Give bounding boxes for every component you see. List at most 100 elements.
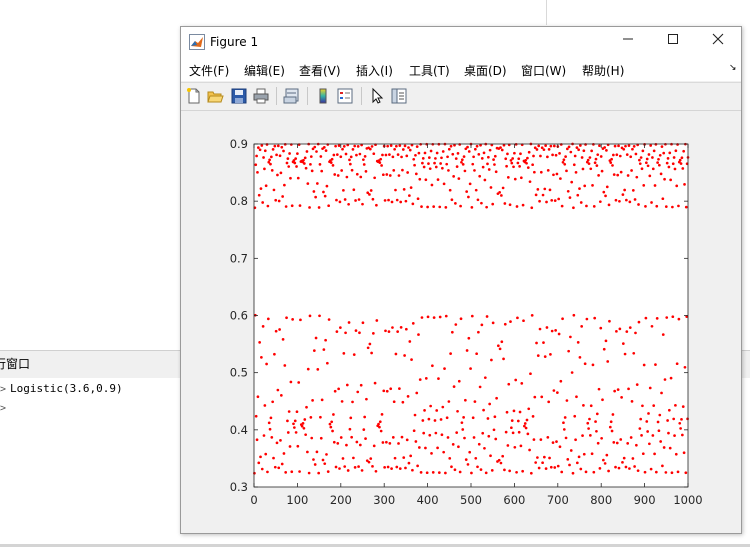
data-point: [483, 178, 487, 182]
data-point: [494, 437, 498, 441]
data-point: [644, 205, 647, 208]
menu-desktop[interactable]: 桌面(D): [464, 64, 507, 78]
data-point: [633, 465, 636, 468]
data-point: [385, 173, 389, 176]
data-point: [493, 163, 496, 166]
data-point: [660, 145, 664, 148]
data-point: [593, 316, 597, 320]
data-point: [422, 165, 426, 169]
data-point: [487, 434, 491, 438]
data-point: [394, 188, 397, 192]
data-point: [549, 144, 553, 148]
edit-plot-arrow-icon[interactable]: [368, 87, 386, 105]
data-point: [501, 186, 505, 190]
menu-tools[interactable]: 工具(T): [409, 64, 450, 78]
new-figure-icon[interactable]: [185, 87, 203, 105]
data-point: [286, 419, 289, 423]
y-tick-label: 0.3: [230, 480, 248, 494]
data-point: [270, 168, 274, 172]
menu-file[interactable]: 文件(F): [189, 64, 230, 78]
data-point: [464, 147, 468, 151]
data-point: [457, 379, 461, 383]
legend-icon[interactable]: [336, 87, 354, 105]
data-point: [322, 348, 326, 351]
menu-view[interactable]: 查看(V): [299, 64, 341, 78]
minimize-button[interactable]: [605, 27, 651, 57]
data-point: [347, 321, 351, 324]
link-plot-icon[interactable]: [283, 87, 301, 105]
title-bar[interactable]: Figure 1: [181, 27, 741, 57]
data-point: [304, 166, 308, 170]
data-point: [327, 204, 330, 208]
maximize-button[interactable]: [650, 27, 696, 57]
data-point: [311, 147, 315, 151]
print-icon[interactable]: [252, 87, 270, 105]
data-point: [672, 156, 676, 159]
data-point: [314, 195, 317, 199]
data-point: [684, 471, 688, 475]
data-point: [319, 415, 322, 419]
data-point: [561, 317, 564, 321]
data-point: [396, 330, 399, 333]
save-icon[interactable]: [230, 87, 248, 105]
data-point: [412, 157, 416, 161]
data-point: [330, 420, 334, 424]
data-point: [600, 169, 604, 173]
close-button[interactable]: [695, 27, 741, 57]
data-point: [666, 157, 670, 160]
property-inspector-icon[interactable]: [390, 87, 408, 105]
open-file-icon[interactable]: [206, 87, 224, 105]
figure-window[interactable]: Figure 1 文件(F) 编辑(E) 查看(V) 插入(I) 工具(T) 桌…: [180, 26, 742, 534]
data-point: [498, 347, 502, 351]
data-point: [641, 452, 645, 456]
data-point: [272, 456, 275, 460]
data-point: [410, 143, 414, 147]
data-point: [443, 367, 446, 370]
data-point: [440, 156, 443, 160]
data-point: [528, 448, 531, 452]
data-point: [327, 318, 331, 321]
data-point: [466, 463, 470, 466]
x-tick-label: 900: [634, 493, 656, 507]
data-point: [625, 330, 629, 333]
data-point: [412, 429, 416, 433]
data-point: [578, 187, 581, 190]
command-prompt[interactable]: >: [0, 401, 10, 414]
data-point: [417, 151, 421, 155]
axis-ticks: 0 100 200 300 400 500 600 700 800 900 1000 0.3 0.4 0.…: [230, 137, 703, 507]
data-point: [514, 378, 518, 382]
menu-window[interactable]: 窗口(W): [521, 64, 567, 78]
menu-help[interactable]: 帮助(H): [582, 64, 625, 78]
data-point: [296, 444, 300, 448]
data-point: [478, 174, 482, 178]
data-point: [504, 157, 508, 161]
menu-overflow-icon[interactable]: ↘: [729, 63, 737, 73]
data-point: [378, 420, 382, 424]
data-point: [546, 155, 549, 159]
data-point: [570, 371, 574, 374]
data-point: [411, 202, 415, 206]
data-point: [558, 445, 562, 449]
data-point: [528, 180, 532, 184]
menu-insert[interactable]: 插入(I): [356, 64, 393, 78]
menu-edit[interactable]: 编辑(E): [244, 64, 285, 78]
data-point: [490, 358, 493, 362]
data-point: [310, 436, 314, 440]
data-point: [610, 157, 613, 161]
menu-bar: 文件(F) 编辑(E) 查看(V) 插入(I) 工具(T) 桌面(D) 窗口(W…: [181, 57, 741, 81]
data-point: [544, 144, 547, 147]
data-point: [568, 463, 571, 467]
data-point: [352, 456, 355, 460]
data-point: [404, 466, 407, 470]
data-point: [446, 436, 450, 439]
data-point: [300, 424, 304, 428]
data-point: [577, 455, 581, 459]
data-point: [499, 146, 502, 149]
data-point: [358, 152, 362, 156]
data-point: [620, 396, 623, 399]
data-point: [638, 427, 642, 430]
scatter-plot[interactable]: 0 100 200 300 400 500 600 700 800 900 1000 0.3 0.4 0.…: [181, 111, 741, 533]
data-point: [505, 164, 508, 168]
data-point: [638, 158, 641, 162]
colorbar-icon[interactable]: [314, 87, 332, 105]
